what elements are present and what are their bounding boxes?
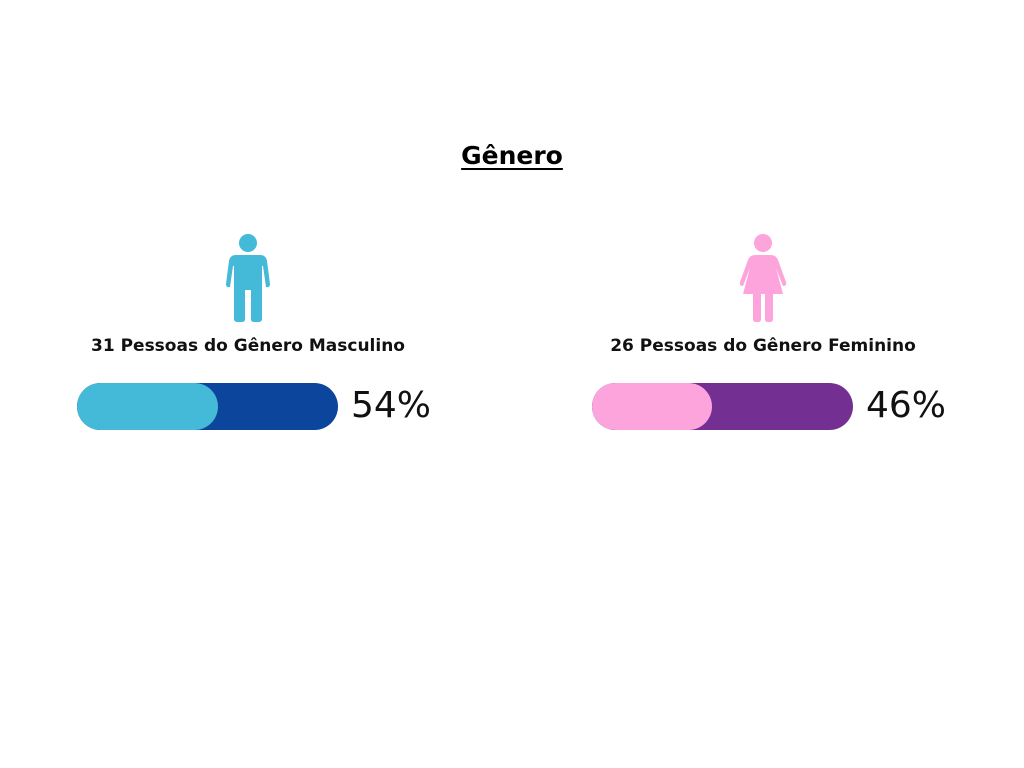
male-progress-bar (77, 383, 338, 430)
female-group: 26 Pessoas do Gênero Feminino 46% (573, 232, 953, 432)
female-count-label: 26 Pessoas do Gênero Feminino (610, 336, 916, 356)
male-percent-label: 54% (351, 385, 432, 426)
female-percent-label: 46% (866, 385, 947, 426)
male-count-label: 31 Pessoas do Gênero Masculino (91, 336, 405, 356)
female-person-icon (739, 234, 787, 322)
male-person-icon (226, 234, 270, 322)
female-progress-fill (592, 383, 713, 430)
page-title: Gênero (461, 141, 563, 170)
female-progress-bar (592, 383, 853, 430)
male-progress-fill (77, 383, 218, 430)
male-group: 31 Pessoas do Gênero Masculino 54% (58, 232, 438, 432)
